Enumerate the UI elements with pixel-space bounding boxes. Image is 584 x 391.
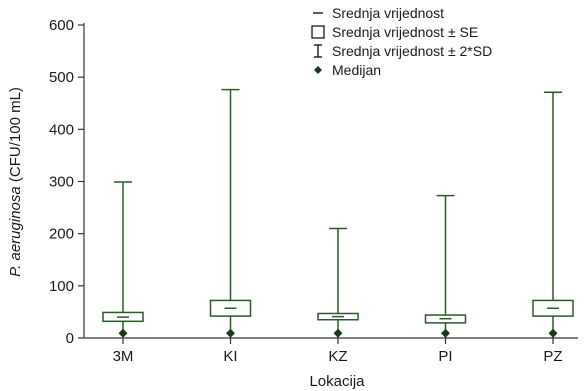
y-axis-label-organism: P. aeruginosa [7, 186, 24, 277]
y-axis-label: P. aeruginosa (CFU/100 mL) [7, 87, 24, 277]
median-marker [548, 328, 558, 338]
legend-label: Srednja vrijednost [332, 5, 444, 21]
median-marker [118, 328, 128, 338]
x-tick-label: KZ [328, 348, 347, 365]
legend: Srednja vrijednost Srednja vrijednost ± S… [311, 5, 492, 78]
box-3m [102, 181, 144, 338]
legend-item-whisker: Srednja vrijednost ± 2*SD [314, 43, 492, 59]
median-marker [333, 328, 343, 338]
legend-box-icon [311, 25, 325, 39]
median-marker [441, 328, 450, 338]
y-tick-label: 0 [66, 330, 74, 347]
y-tick-label: 200 [49, 226, 74, 243]
legend-diamond-icon [314, 66, 322, 74]
legend-item-box: Srednja vrijednost ± SE [311, 24, 478, 40]
y-axis-label-unit: (CFU/100 mL) [7, 87, 24, 186]
box-kz [317, 227, 359, 338]
box-pi [424, 194, 467, 338]
y-tick-label: 100 [49, 278, 74, 295]
y-tick-label: 600 [49, 17, 74, 34]
legend-label: Srednja vrijednost ± 2*SD [332, 43, 492, 59]
legend-item-dash: Srednja vrijednost [313, 5, 444, 21]
median-marker [226, 328, 235, 338]
y-tick-label: 300 [49, 174, 74, 191]
box-ki [209, 88, 252, 338]
legend-label: Srednja vrijednost ± SE [332, 24, 478, 40]
x-tick-label: PZ [543, 348, 562, 365]
y-tick-label: 500 [49, 69, 74, 86]
legend-item-diamond: Medijan [314, 62, 381, 78]
x-tick-label: PI [438, 348, 452, 365]
x-tick-label: KI [223, 348, 237, 365]
x-tick-label: 3M [113, 348, 134, 365]
box-pz [532, 91, 574, 338]
legend-label: Medijan [332, 62, 381, 78]
box-series [102, 88, 574, 338]
x-axis-label: Lokacija [309, 373, 365, 390]
y-tick-label: 400 [49, 121, 74, 138]
x-axis: 3M KI KZ PI PZ [84, 337, 578, 365]
y-axis: 0 100 200 300 400 500 600 [49, 17, 85, 347]
